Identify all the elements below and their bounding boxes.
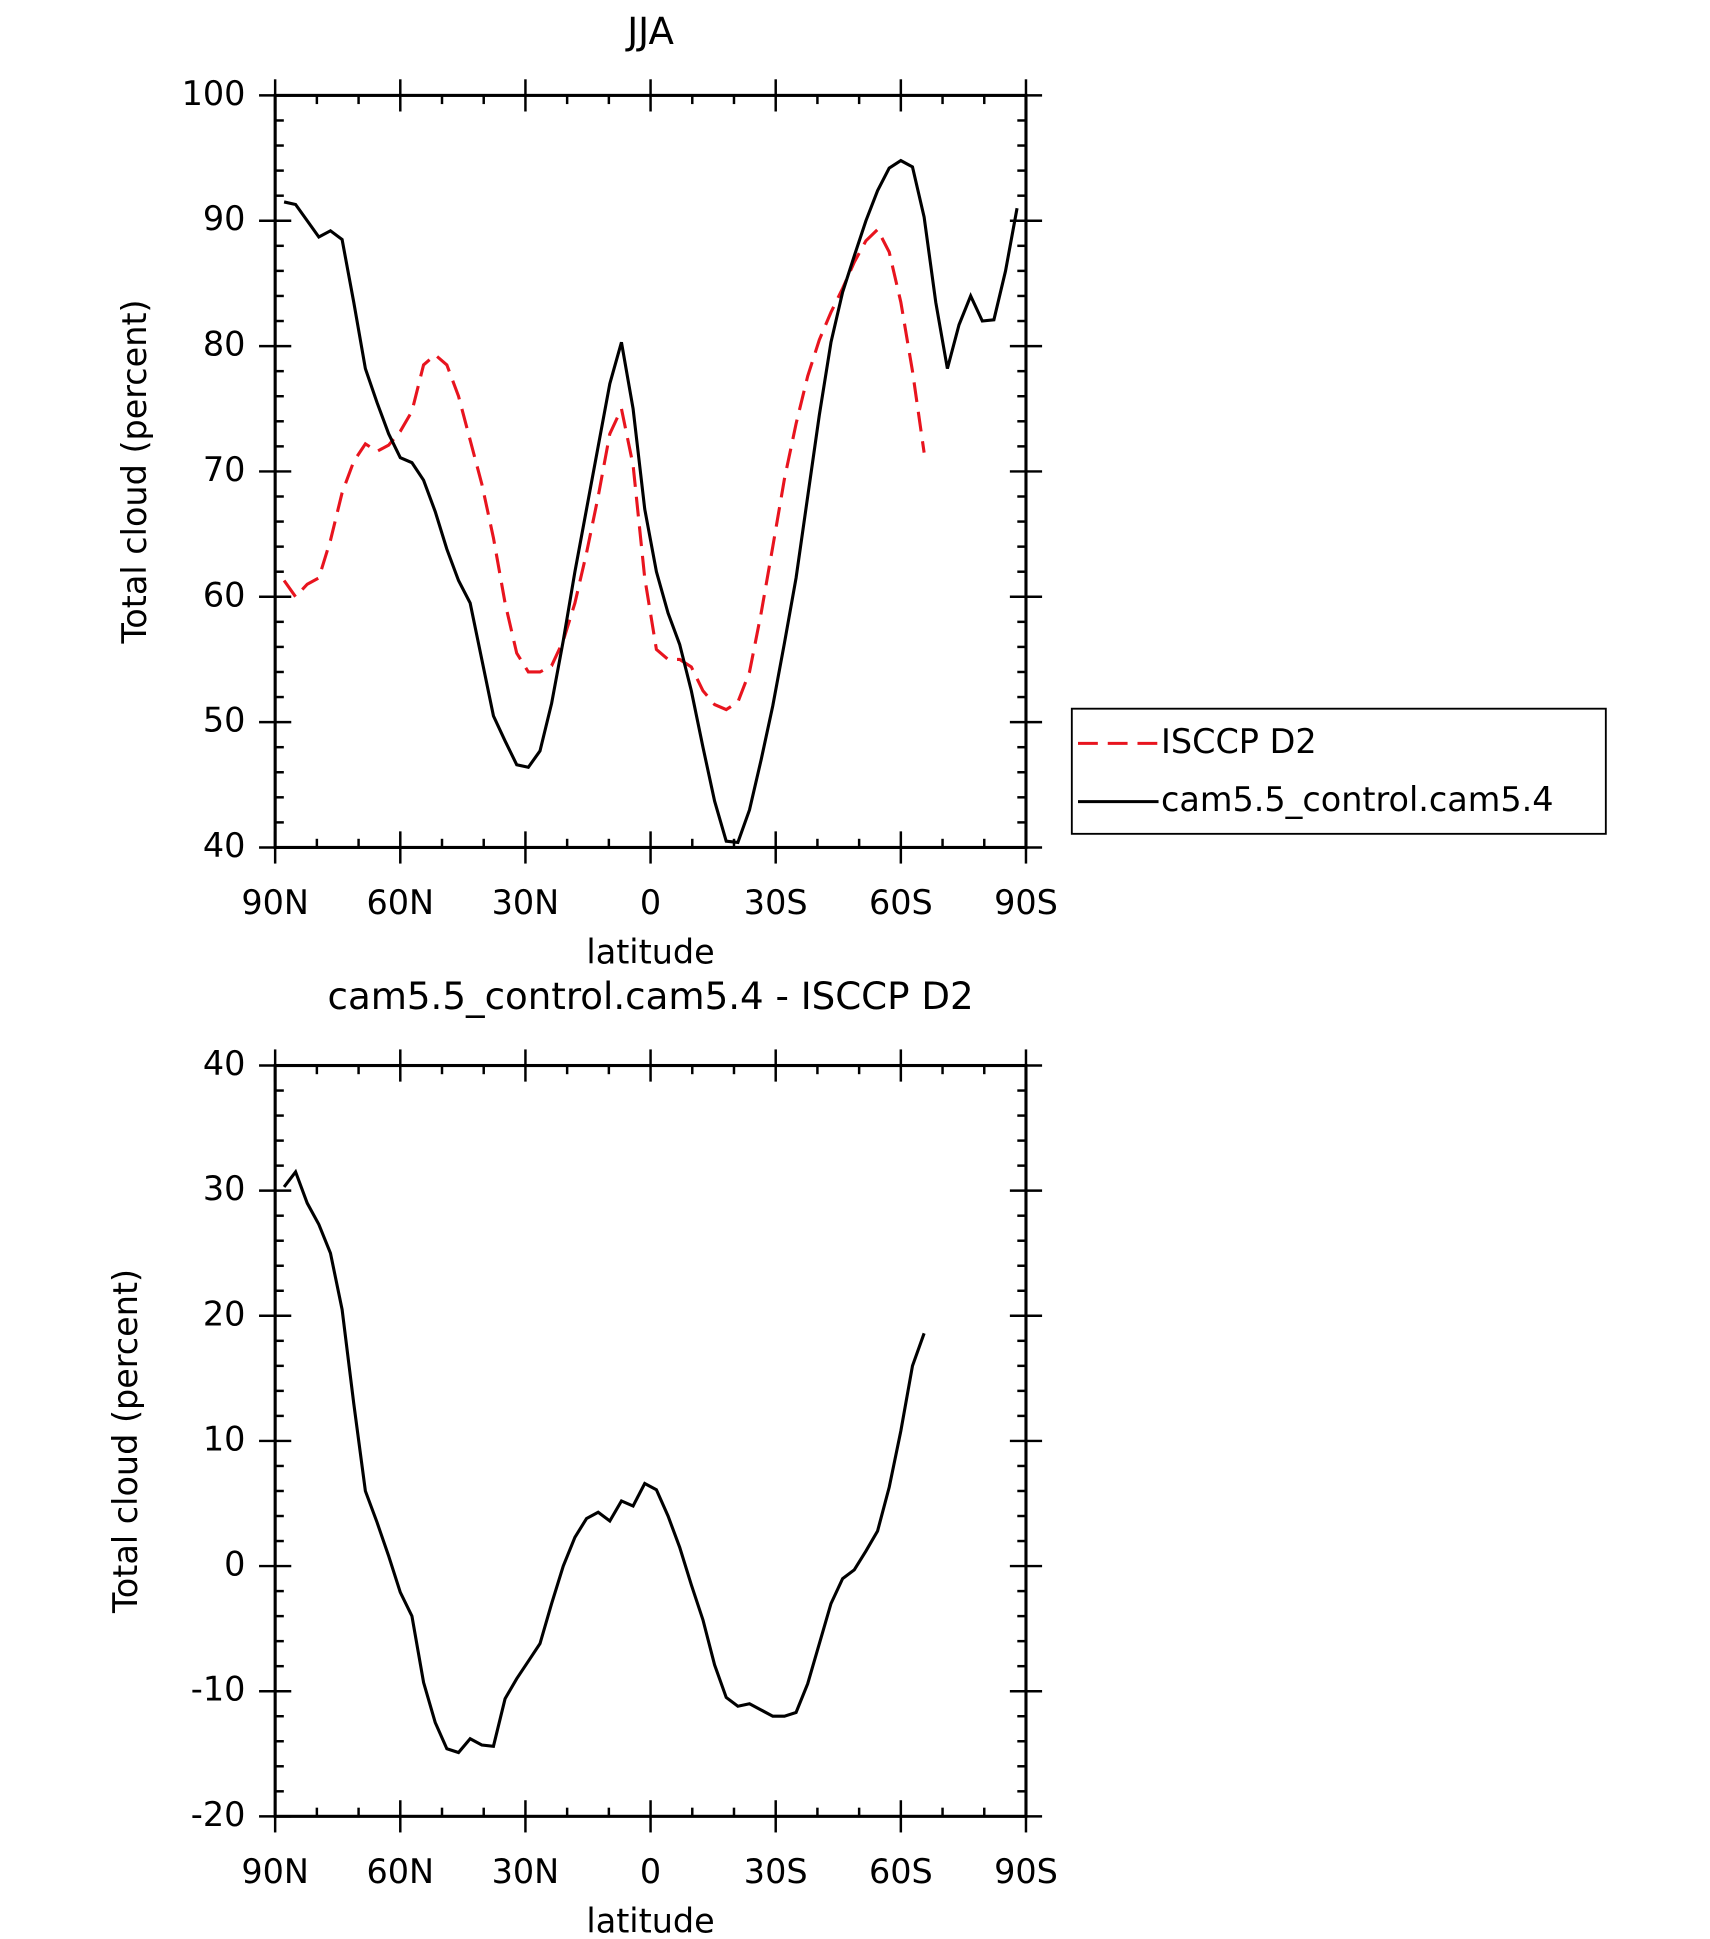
y-tick-label: 20: [203, 1294, 246, 1333]
y-tick-label: 40: [203, 826, 246, 865]
data-line: [282, 226, 926, 712]
legend-label: cam5.5_control.cam5.4: [1161, 780, 1554, 819]
y-tick-label: 0: [224, 1545, 245, 1584]
legend-label: ISCCP D2: [1161, 722, 1317, 761]
y-tick-label: 60: [203, 575, 246, 614]
y-tick-label: 80: [203, 325, 246, 364]
y-tick-label: 10: [203, 1419, 246, 1458]
x-tick-label: 30S: [744, 883, 808, 922]
x-tick-label: 60N: [367, 1852, 435, 1891]
y-tick-label: 90: [203, 199, 246, 238]
legend-box: [1070, 707, 1607, 835]
x-axis-label: latitude: [586, 933, 714, 972]
y-tick-label: 40: [203, 1044, 246, 1083]
y-axis-label: Total cloud (percent): [115, 299, 154, 644]
data-line: [282, 1168, 926, 1755]
x-axis-label: latitude: [586, 1901, 714, 1939]
x-tick-label: 30N: [492, 883, 560, 922]
plot-frame: [273, 1063, 1028, 1818]
y-tick-label: -20: [191, 1795, 246, 1834]
chart-title: JJA: [625, 10, 674, 53]
x-tick-label: 30S: [744, 1852, 808, 1891]
x-tick-label: 60S: [869, 883, 933, 922]
x-tick-label: 90N: [241, 883, 309, 922]
x-tick-label: 90S: [994, 1852, 1058, 1891]
y-tick-label: 70: [203, 450, 246, 489]
y-tick-label: 30: [203, 1169, 246, 1208]
x-tick-label: 60S: [869, 1852, 933, 1891]
plot-frame: [273, 93, 1028, 850]
y-tick-label: -10: [191, 1670, 246, 1709]
x-tick-label: 30N: [492, 1852, 560, 1891]
x-tick-label: 60N: [367, 883, 435, 922]
y-axis-label: Total cloud (percent): [106, 1269, 145, 1614]
y-tick-label: 100: [182, 74, 246, 113]
chart-title: cam5.5_control.cam5.4 - ISCCP D2: [328, 975, 974, 1018]
x-tick-label: 90S: [994, 883, 1058, 922]
data-line: [283, 158, 1019, 845]
y-tick-label: 50: [203, 701, 246, 740]
x-tick-label: 90N: [241, 1852, 309, 1891]
x-tick-label: 0: [640, 1852, 661, 1891]
x-tick-label: 0: [640, 883, 661, 922]
